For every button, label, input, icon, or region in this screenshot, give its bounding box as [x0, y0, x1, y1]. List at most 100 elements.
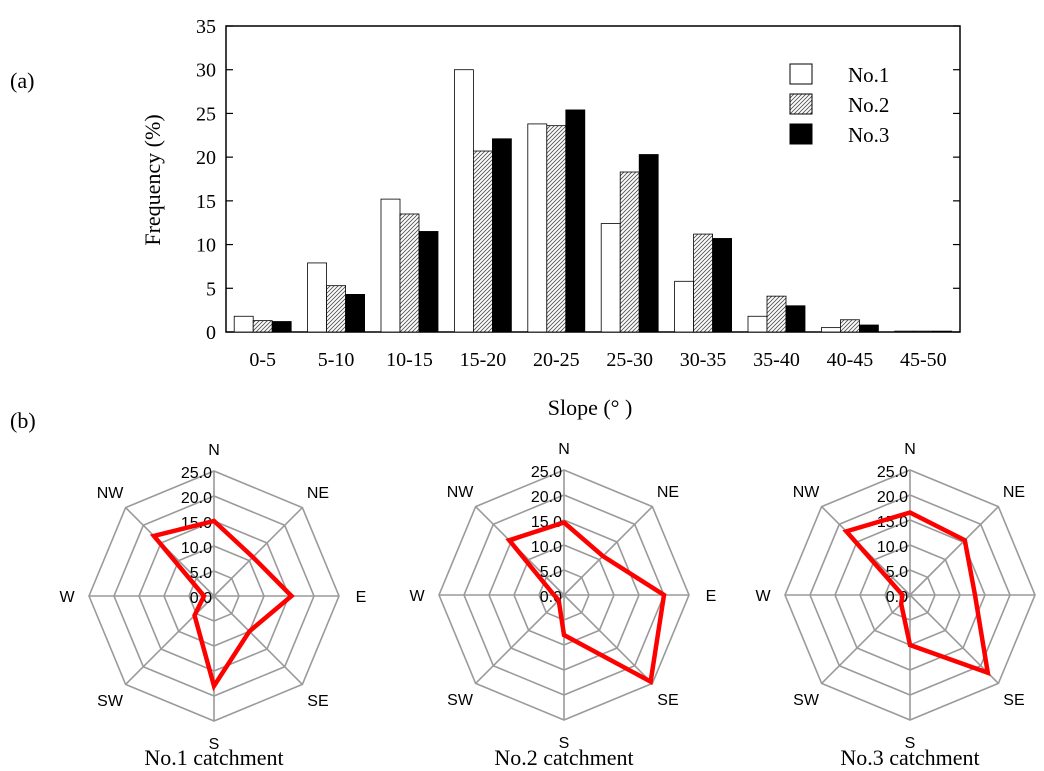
y-tick-label: 25 — [196, 103, 216, 125]
radar-tick-label: 5.0 — [540, 564, 562, 581]
y-tick-label: 30 — [196, 60, 216, 82]
radar-direction-label: NE — [307, 485, 329, 502]
bar — [600, 223, 621, 333]
radar-spoke — [821, 594, 911, 684]
plot-frame — [225, 25, 961, 333]
radar-title: No.2 catchment — [494, 745, 633, 770]
radar-data-line — [842, 510, 991, 677]
x-tick-label: 0-5 — [249, 349, 276, 371]
bar — [418, 231, 439, 333]
bar — [821, 327, 841, 333]
bar — [913, 330, 934, 333]
bar — [747, 315, 768, 333]
radar-tick-label: 10.0 — [877, 539, 908, 556]
x-tick-label: 30-35 — [680, 349, 727, 371]
radar-tick-label: 25.0 — [531, 464, 562, 481]
radar-tick-label: 25.0 — [181, 465, 212, 482]
radar-direction-label: S — [209, 736, 220, 753]
radar-direction-label: W — [409, 588, 425, 605]
x-tick-label: 10-15 — [386, 349, 433, 371]
radar-spoke — [563, 506, 653, 596]
bar — [932, 330, 953, 333]
radar-tick-label: 0.0 — [540, 589, 562, 606]
bar — [766, 295, 787, 333]
radar-direction-label: E — [356, 589, 367, 606]
radar-direction-label: SE — [307, 693, 328, 710]
x-tick-label: 45-50 — [900, 349, 947, 371]
radar-direction-label: NW — [447, 484, 475, 501]
bar — [491, 138, 512, 333]
radar-direction-label: SW — [793, 692, 820, 709]
y-tick-label: 15 — [196, 191, 216, 213]
x-axis-ticks: 0-5 5-10 10-15 15-20 20-25 25-30 30-35 35-40 40-… — [249, 349, 946, 371]
radar-tick-label: 25.0 — [877, 464, 908, 481]
x-tick-label: 25-30 — [606, 349, 653, 371]
bar — [472, 150, 493, 333]
x-tick-label: 5-10 — [318, 349, 355, 371]
radar-title: No.3 catchment — [840, 745, 979, 770]
radar-direction-label: NW — [97, 485, 125, 502]
radar-direction-label: W — [59, 589, 75, 606]
radar-tick-label: 5.0 — [886, 564, 908, 581]
radar-tick-label: 20.0 — [877, 489, 908, 506]
radar-title: No.1 catchment — [144, 745, 283, 770]
radar-direction-label: N — [904, 441, 916, 458]
bar — [785, 305, 806, 333]
radar-tick-label: 20.0 — [531, 489, 562, 506]
radar-tick-label: 10.0 — [531, 539, 562, 556]
legend-swatch — [789, 123, 813, 145]
y-tick-label: 0 — [206, 322, 216, 344]
slope-frequency-bar-chart: 0 5 10 15 20 25 30 35 0-5 5-10 10-15 15-20 20-25 25-… — [140, 16, 961, 420]
bar — [840, 319, 860, 333]
radar-tick-label: 20.0 — [181, 490, 212, 507]
radar-direction-label: NE — [657, 484, 679, 501]
bar — [712, 238, 732, 333]
bar — [619, 171, 640, 333]
legend: No.1 No.2 No.3 — [789, 63, 889, 147]
radar-direction-label: SW — [97, 693, 124, 710]
radar-data-line — [149, 518, 295, 692]
bar — [674, 280, 694, 333]
x-tick-label: 35-40 — [753, 349, 800, 371]
radar-direction-label: N — [558, 441, 570, 458]
radar-spoke — [909, 506, 999, 596]
y-axis-label: Frequency (%) — [140, 114, 165, 245]
bar — [565, 109, 586, 333]
radar-spoke — [475, 594, 565, 684]
x-axis-label: Slope (° ) — [548, 395, 633, 420]
bars — [233, 69, 953, 333]
bar — [345, 294, 366, 333]
radar-direction-label: S — [559, 735, 570, 752]
y-tick-label: 35 — [196, 16, 216, 38]
bar — [307, 262, 328, 333]
y-axis-ticks: 0 5 10 15 20 25 30 35 — [196, 16, 960, 344]
x-tick-label: 15-20 — [460, 349, 507, 371]
y-tick-label: 10 — [196, 235, 216, 257]
bar — [233, 315, 254, 333]
radar-direction-label: N — [208, 442, 220, 459]
radar-direction-label: S — [905, 735, 916, 752]
radar-spoke — [213, 507, 303, 597]
radar-direction-label: SE — [657, 692, 678, 709]
bar — [271, 321, 292, 333]
radar-tick-label: 10.0 — [181, 540, 212, 557]
bar — [252, 320, 273, 333]
radar-direction-label: NE — [1003, 484, 1025, 501]
bar — [638, 154, 659, 333]
panel-label-a: (a) — [10, 68, 34, 93]
radar-spoke — [213, 595, 303, 685]
legend-swatch — [789, 63, 813, 85]
radar-direction-label: E — [706, 588, 717, 605]
legend-label: No.3 — [848, 123, 889, 147]
legend-label: No.1 — [848, 63, 889, 87]
radar-data-line — [505, 519, 667, 686]
radar-direction-label: W — [755, 588, 771, 605]
legend-label: No.2 — [848, 93, 889, 117]
y-tick-label: 20 — [196, 147, 216, 169]
bar — [894, 330, 915, 333]
